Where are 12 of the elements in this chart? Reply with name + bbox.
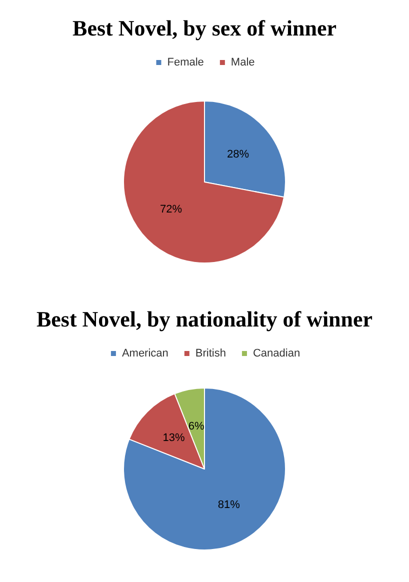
legend-label: Canadian [252,348,300,360]
data-label: 28% [227,148,250,160]
data-label: 13% [162,432,185,444]
legend-label: American [122,348,168,360]
chart-title: Best Novel, by nationality of winner [36,306,373,332]
data-label: 6% [188,420,205,432]
data-label: 81% [218,498,240,511]
data-label: 72% [160,204,182,216]
chart-title: Best Novel, by sex of winner [72,16,337,40]
legend-label: British [195,348,226,360]
legend-label: Male [230,56,255,68]
legend-label: Female [167,56,204,68]
